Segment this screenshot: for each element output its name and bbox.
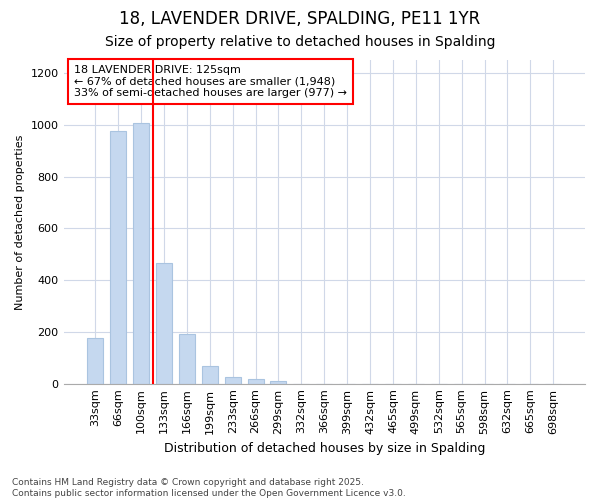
Text: 18, LAVENDER DRIVE, SPALDING, PE11 1YR: 18, LAVENDER DRIVE, SPALDING, PE11 1YR (119, 10, 481, 28)
Bar (133, 124, 149, 384)
Text: Contains HM Land Registry data © Crown copyright and database right 2025.
Contai: Contains HM Land Registry data © Crown c… (12, 478, 406, 498)
X-axis label: Distribution of detached houses by size in Spalding: Distribution of detached houses by size … (164, 442, 485, 455)
Y-axis label: Number of detached properties: Number of detached properties (15, 134, 25, 310)
Bar (179, 334, 195, 384)
Text: Size of property relative to detached houses in Spalding: Size of property relative to detached ho… (105, 35, 495, 49)
Bar (87, 338, 103, 384)
Bar (110, 131, 126, 384)
Bar (271, 381, 286, 384)
Text: 18 LAVENDER DRIVE: 125sqm
← 67% of detached houses are smaller (1,948)
33% of se: 18 LAVENDER DRIVE: 125sqm ← 67% of detac… (74, 65, 347, 98)
Bar (156, 264, 172, 384)
Bar (248, 378, 263, 384)
Bar (224, 377, 241, 384)
Bar (202, 366, 218, 384)
